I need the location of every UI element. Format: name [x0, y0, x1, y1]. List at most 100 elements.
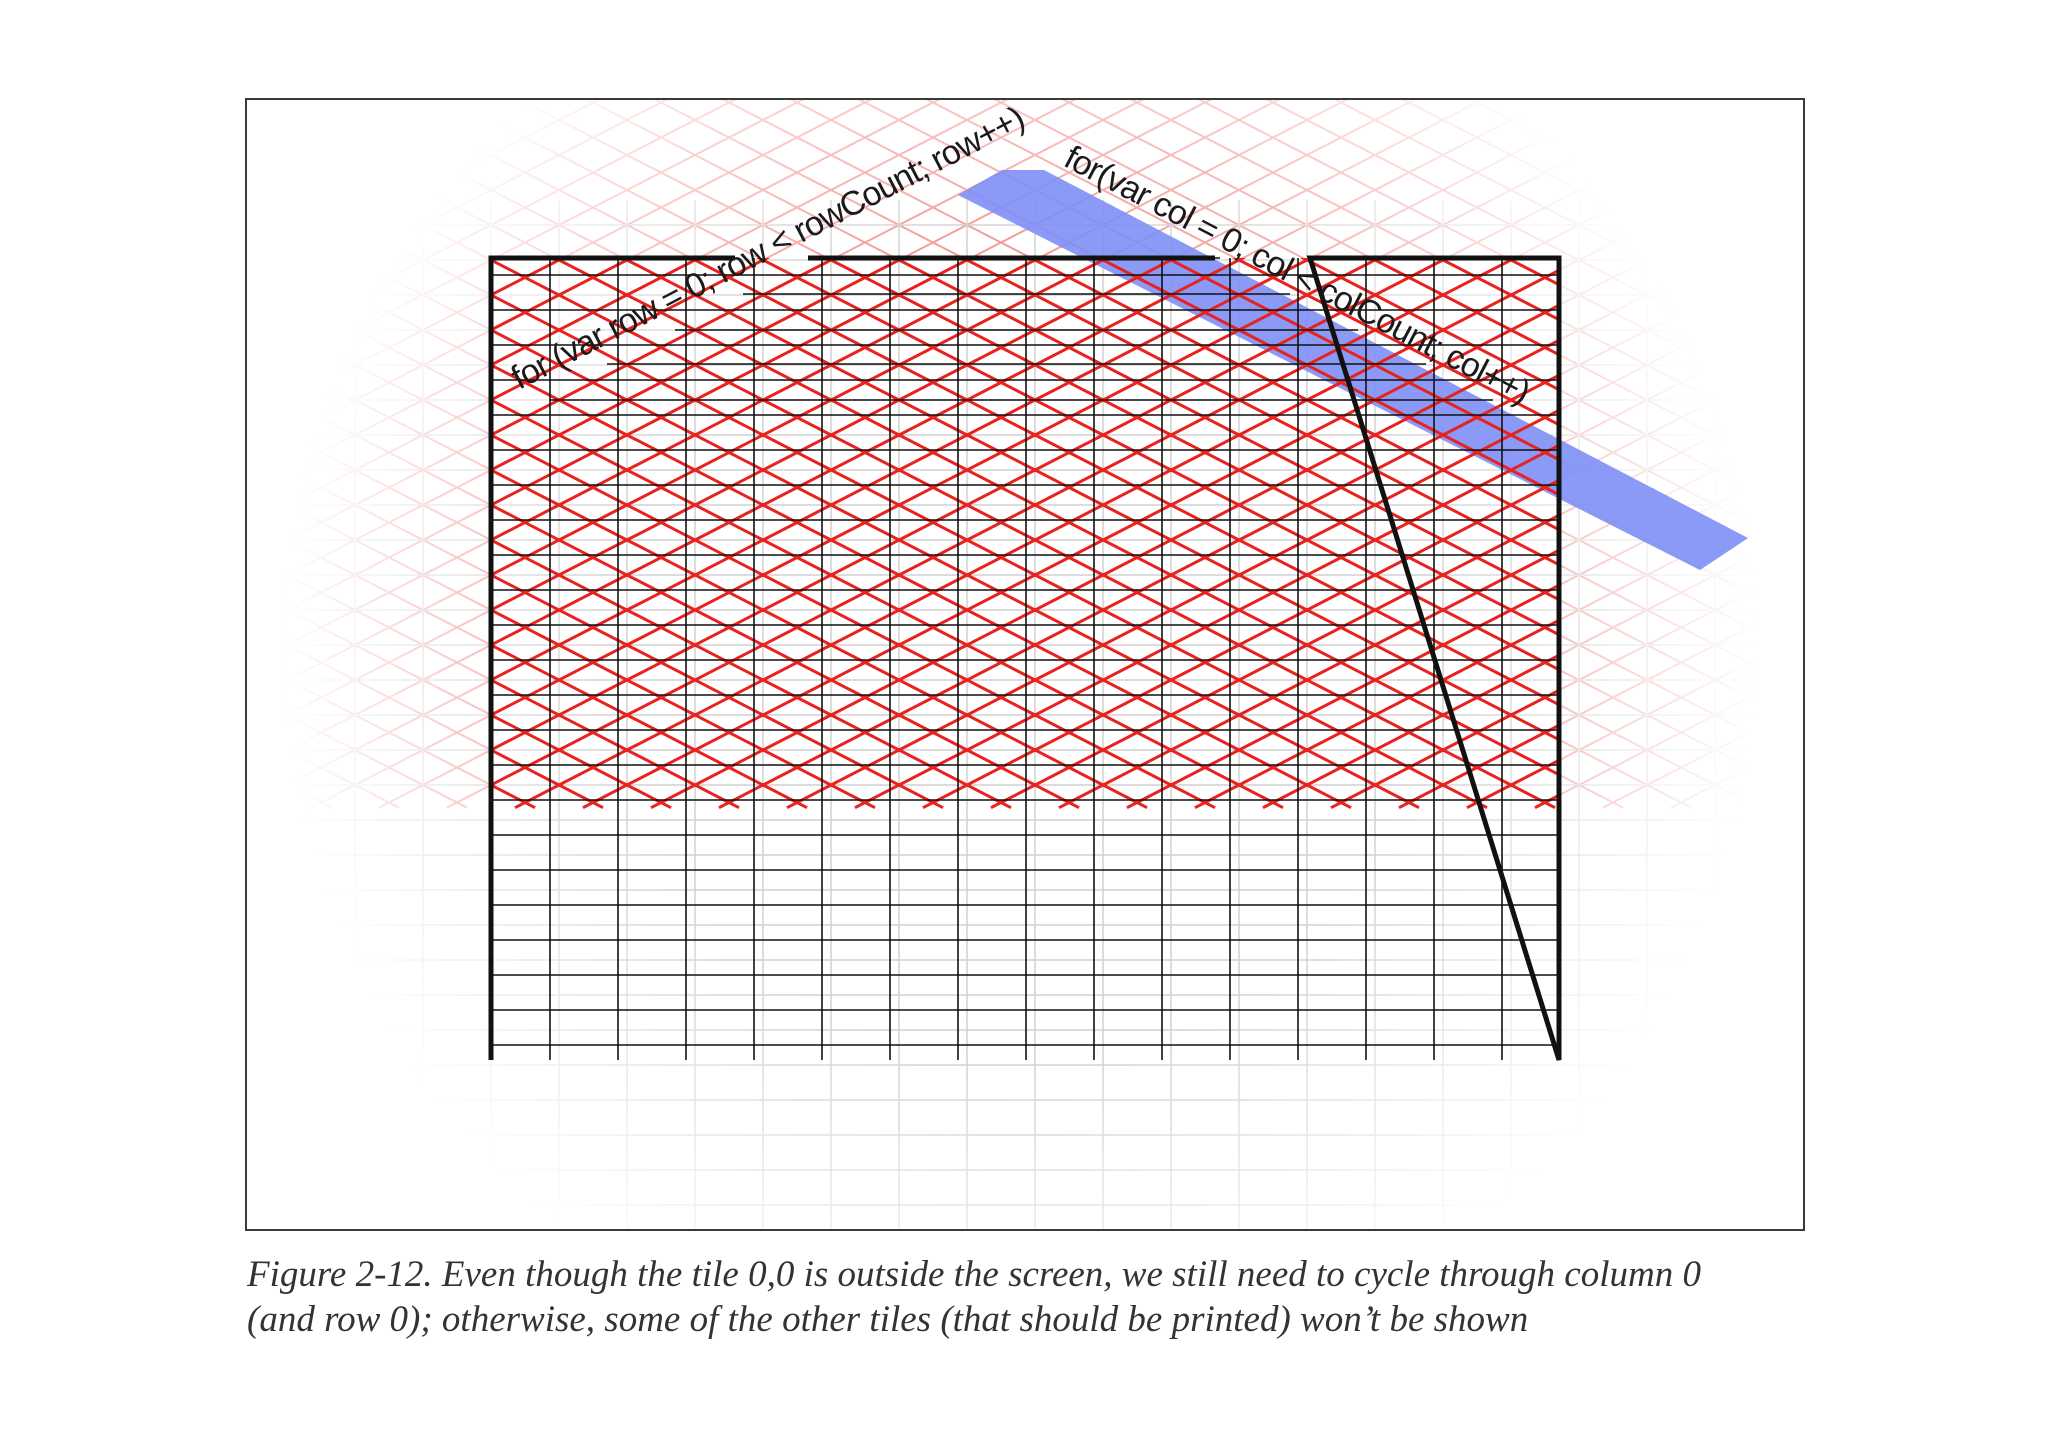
tile-edge	[1401, 100, 1803, 307]
tile-edge	[721, 100, 1803, 657]
tile-edge	[247, 100, 1417, 702]
tile-edge	[491, 468, 1148, 809]
tile-edge	[0, 0, 127, 808]
column-0-band	[958, 170, 1748, 570]
tile-edge	[1603, 0, 2048, 808]
tile-edge	[1129, 100, 1803, 447]
tile-edge	[1875, 0, 2048, 808]
tile-edge	[1197, 100, 1803, 412]
tile-edge	[1194, 493, 1803, 809]
tile-edge	[515, 0, 2048, 808]
tile-edge	[0, 0, 943, 808]
tile-edge	[491, 258, 1315, 682]
tile-edge	[651, 0, 2048, 808]
tile-edge	[993, 100, 1803, 517]
tile-edge	[247, 448, 944, 809]
tile-edge	[0, 0, 195, 808]
tile-edge	[653, 100, 1803, 692]
tile-edge	[823, 258, 1559, 637]
tile-edge	[491, 258, 1179, 612]
tile-edge	[925, 100, 1803, 552]
tile-edge	[247, 100, 873, 422]
tile-edge	[247, 100, 1281, 632]
tile-edge	[1673, 100, 1803, 167]
tile-edge	[0, 0, 1351, 808]
tile-edge	[1467, 0, 2048, 808]
tile-edge	[1467, 0, 2048, 808]
tile-edge	[247, 100, 601, 282]
tile-edge	[0, 0, 1487, 808]
tile-edge	[491, 503, 1080, 809]
tile-edge	[650, 338, 1559, 809]
tile-edge	[491, 398, 1284, 809]
tile-edge	[1807, 0, 2048, 808]
tile-edge	[1059, 0, 2048, 808]
tile-edge	[0, 0, 263, 808]
tile-edge	[1943, 0, 2048, 808]
tile-edge	[247, 100, 941, 457]
tile-edge	[990, 513, 1559, 809]
tile-edge	[247, 100, 1009, 492]
tile-edge	[0, 0, 943, 808]
tile-edge	[0, 0, 263, 808]
tile-edge	[0, 0, 399, 808]
tile-edge	[247, 100, 329, 142]
tile-edge	[491, 258, 1519, 787]
tile-edge	[1875, 0, 2048, 808]
tile-edge	[1807, 0, 2048, 808]
tile-edge	[1605, 100, 1803, 202]
tile-edge	[0, 0, 127, 808]
tile-edge	[1194, 618, 1559, 809]
tile-edge	[491, 258, 1556, 809]
tile-edge	[1333, 100, 1803, 342]
tile-edge	[247, 588, 672, 809]
tile-edge	[0, 0, 127, 808]
tile-edge	[1807, 0, 2048, 808]
tile-edge	[1875, 0, 2048, 808]
tile-edge	[491, 538, 1012, 809]
tile-edge	[491, 258, 1383, 717]
tile-edge	[247, 693, 468, 809]
tile-edge	[247, 100, 1077, 527]
tile-edge	[0, 0, 59, 808]
tile-edge	[0, 0, 1079, 808]
tile-edge	[755, 258, 1559, 672]
tile-edge	[0, 0, 467, 808]
tile-edge	[1435, 258, 1559, 322]
tile-edge	[1603, 0, 2048, 808]
tile-edge	[247, 378, 1080, 809]
tile-edge	[2011, 0, 2048, 808]
tile-edge	[0, 0, 195, 808]
tile-edge	[491, 433, 1216, 809]
tile-edge	[786, 408, 1559, 809]
tile-edge	[1943, 0, 2048, 808]
screen-border	[488, 255, 1562, 1061]
tile-edge	[1466, 633, 1803, 809]
tile-edge	[1537, 100, 1803, 237]
tile-edge	[1262, 528, 1803, 809]
tile-edge	[247, 100, 533, 247]
tile-edge	[1466, 758, 1559, 809]
tile-edge	[0, 0, 59, 808]
tile-edge	[514, 268, 1559, 809]
tile-edge	[247, 798, 264, 809]
tile-edge	[247, 483, 876, 809]
tile-edge	[1265, 100, 1803, 377]
tile-edge	[247, 553, 740, 809]
caption-line-2: (and row 0); otherwise, some of the othe…	[247, 1299, 1529, 1340]
tile-edge	[1195, 0, 2048, 808]
tile-edge	[0, 0, 535, 808]
tile-edge	[551, 258, 1559, 777]
tile-edge	[1058, 423, 1803, 809]
tile-edge	[0, 0, 467, 808]
tile-edge	[1603, 0, 2048, 808]
tile-edge	[582, 303, 1559, 809]
tile-edge	[0, 0, 195, 808]
tile-edge	[491, 258, 1451, 752]
figure-caption: Figure 2-12. Even though the tile 0,0 is…	[247, 1252, 1817, 1342]
tile-edge	[619, 258, 1559, 742]
tile-edge	[718, 373, 1559, 809]
tile-edge	[247, 100, 1349, 667]
tile-edge	[2011, 0, 2048, 808]
tile-edge	[0, 0, 535, 808]
